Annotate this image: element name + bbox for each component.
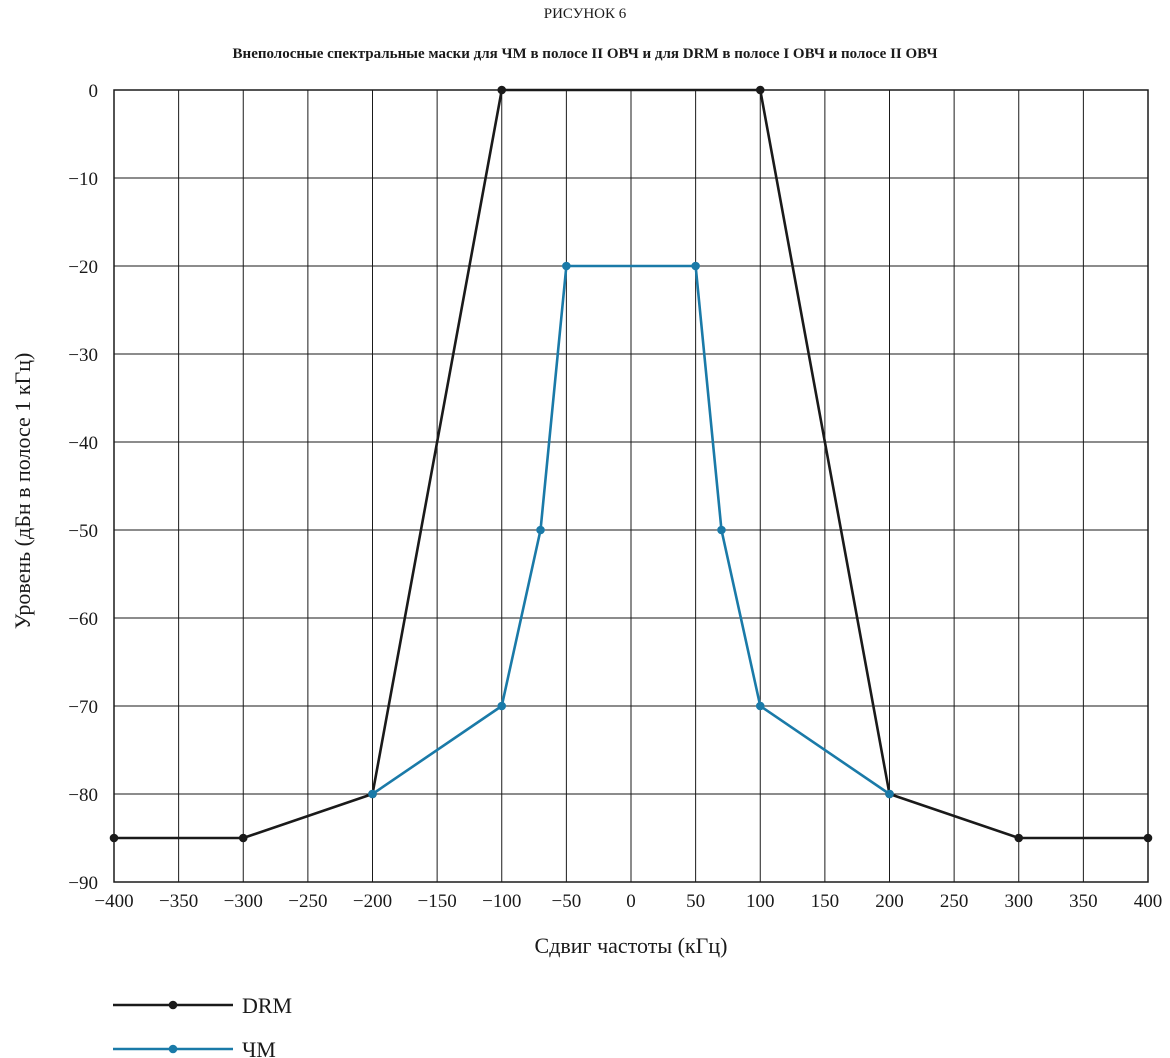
legend-marker	[168, 1000, 178, 1010]
data-point	[109, 833, 119, 843]
data-point	[562, 261, 571, 271]
x-tick-label: −100	[482, 891, 521, 912]
y-tick-label: −30	[68, 345, 98, 366]
x-tick-label: 200	[875, 891, 904, 912]
x-tick-label: 300	[1005, 891, 1034, 912]
data-point	[691, 261, 700, 271]
series-line	[371, 264, 891, 796]
x-tick-label: 400	[1134, 891, 1163, 912]
y-axis-title: Уровень (дБн в полосе 1 кГц)	[10, 353, 35, 630]
x-tick-label: 250	[940, 891, 969, 912]
y-tick-label: −40	[68, 433, 98, 454]
tick-labels: −400 −350 −300 −250 −200 −150 −100 −50 0 50 100 150…	[68, 81, 1162, 912]
y-tick-label: −70	[68, 697, 98, 718]
x-tick-label: 0	[626, 891, 636, 912]
chart-title: Внеполосные спектральные маски для ЧМ в …	[232, 46, 938, 62]
series-line	[114, 88, 1148, 840]
data-point	[1143, 833, 1153, 843]
data-point	[1014, 833, 1024, 843]
data-point	[368, 789, 377, 799]
data-point	[755, 701, 765, 711]
data-point	[497, 85, 507, 95]
legend-label: ЧМ	[242, 1037, 276, 1058]
x-tick-label: 100	[746, 891, 775, 912]
figure-label: РИСУНОК 6	[543, 6, 627, 22]
legend-label: DRM	[242, 993, 292, 1018]
x-tick-label: 350	[1069, 891, 1098, 912]
grid	[113, 89, 1149, 883]
x-tick-label: −150	[418, 891, 457, 912]
legend-item: DRM	[113, 993, 292, 1018]
data-point	[238, 833, 248, 843]
x-tick-label: −200	[353, 891, 392, 912]
x-tick-label: 150	[811, 891, 840, 912]
x-tick-label: 50	[686, 891, 705, 912]
y-tick-label: −20	[68, 257, 98, 278]
data-point	[717, 525, 726, 535]
series-fm	[368, 261, 894, 799]
y-tick-label: −90	[68, 873, 98, 894]
y-tick-label: −50	[68, 521, 98, 542]
legend: DRM ЧМ	[113, 993, 292, 1058]
data-point	[885, 789, 894, 799]
x-tick-label: −350	[159, 891, 198, 912]
y-tick-label: −10	[68, 169, 98, 190]
x-tick-label: −250	[288, 891, 327, 912]
x-tick-label: −50	[552, 891, 582, 912]
y-tick-label: −80	[68, 785, 98, 806]
legend-marker	[168, 1044, 178, 1054]
series-layer	[109, 85, 1153, 843]
legend-item: ЧМ	[113, 1037, 276, 1058]
data-point	[497, 701, 507, 711]
y-tick-label: −60	[68, 609, 98, 630]
x-tick-label: −400	[94, 891, 133, 912]
data-point	[536, 525, 545, 535]
data-point	[755, 85, 765, 95]
y-tick-label: 0	[89, 81, 99, 102]
x-axis-title: Сдвиг частоты (кГц)	[535, 933, 728, 958]
x-tick-label: −300	[224, 891, 263, 912]
